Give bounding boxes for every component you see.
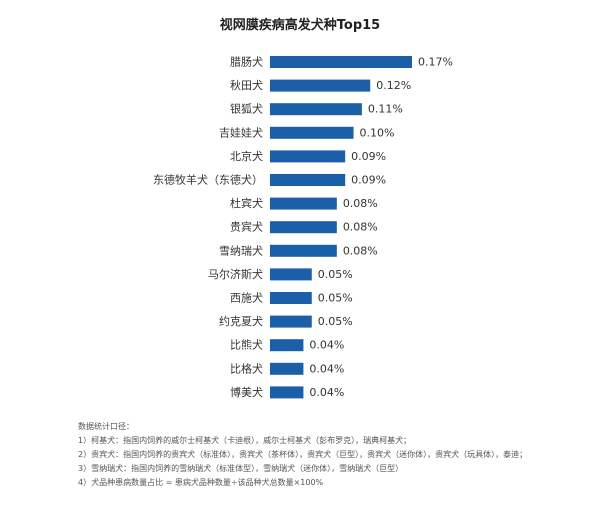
category-label: 西施犬 [230,291,263,305]
note-line: 3）雪纳瑞犬：指国内饲养的雪纳瑞犬（标准体型），雪纳瑞犬（迷你体），雪纳瑞犬（巨… [78,464,404,473]
notes-block: 数据统计口径： 1）柯基犬：指国内饲养的威尔士柯基犬（卡迪根），威尔士柯基犬（彭… [78,420,558,490]
data-label: 0.05% [318,315,353,328]
bar [270,174,346,186]
bar [270,362,304,375]
data-label: 0.08% [343,244,378,257]
category-label: 银狐犬 [230,102,263,116]
category-label: 比熊犬 [230,338,263,352]
bar [270,221,337,234]
category-label: 北京犬 [230,149,263,163]
bar [270,339,304,352]
bar-chart: 腊肠犬 0.17% 秋田犬 0.12% 银狐犬 0.11% 吉娃娃犬 0.10% 北京犬 0.09… [153,55,453,399]
bar [270,268,312,281]
data-label: 0.10% [360,126,395,139]
bar [270,103,362,116]
data-label: 0.12% [376,79,411,92]
bar [270,244,337,257]
data-label: 0.09% [351,150,386,163]
category-label: 秋田犬 [230,78,263,92]
category-label: 博美犬 [230,385,263,399]
category-label: 贵宾犬 [230,220,263,234]
bar [270,292,312,304]
bar [270,150,346,163]
data-label: 0.09% [351,174,386,187]
data-label: 0.08% [343,221,378,234]
category-label: 东德牧羊犬（东德犬） [153,173,263,187]
note-line: 2）贵宾犬：指国内饲养的贵宾犬（标准体），贵宾犬（茶杯体），贵宾犬（巨型），贵宾… [78,450,528,459]
data-label: 0.17% [418,56,453,69]
bar [270,315,312,328]
data-label: 0.04% [309,386,344,399]
category-label: 吉娃娃犬 [219,125,263,139]
bar [270,79,371,92]
data-label: 0.05% [318,268,353,281]
chart-title: 视网膜疾病高发犬种Top15 [219,18,381,33]
data-label: 0.05% [318,292,353,305]
bar [270,56,412,68]
bar [270,126,354,139]
data-label: 0.11% [368,103,403,116]
data-label: 0.04% [309,339,344,352]
category-label: 雪纳瑞犬 [219,243,263,257]
bar [270,197,337,210]
category-label: 比格犬 [230,361,263,375]
category-label: 腊肠犬 [230,55,263,69]
category-label: 杜宾犬 [230,196,263,210]
note-line: 4）犬品种患病数量占比 = 患病犬品种数量÷该品种犬总数量×100% [78,478,324,487]
data-label: 0.08% [343,197,378,210]
note-line: 1）柯基犬：指国内饲养的威尔士柯基犬（卡迪根），威尔士柯基犬（彭布罗克），瑞典柯… [78,436,412,445]
category-label: 马尔济斯犬 [208,267,263,281]
note-line: 数据统计口径： [78,422,134,431]
category-label: 约克夏犬 [219,314,263,328]
data-label: 0.04% [309,362,344,375]
bar [270,386,304,399]
